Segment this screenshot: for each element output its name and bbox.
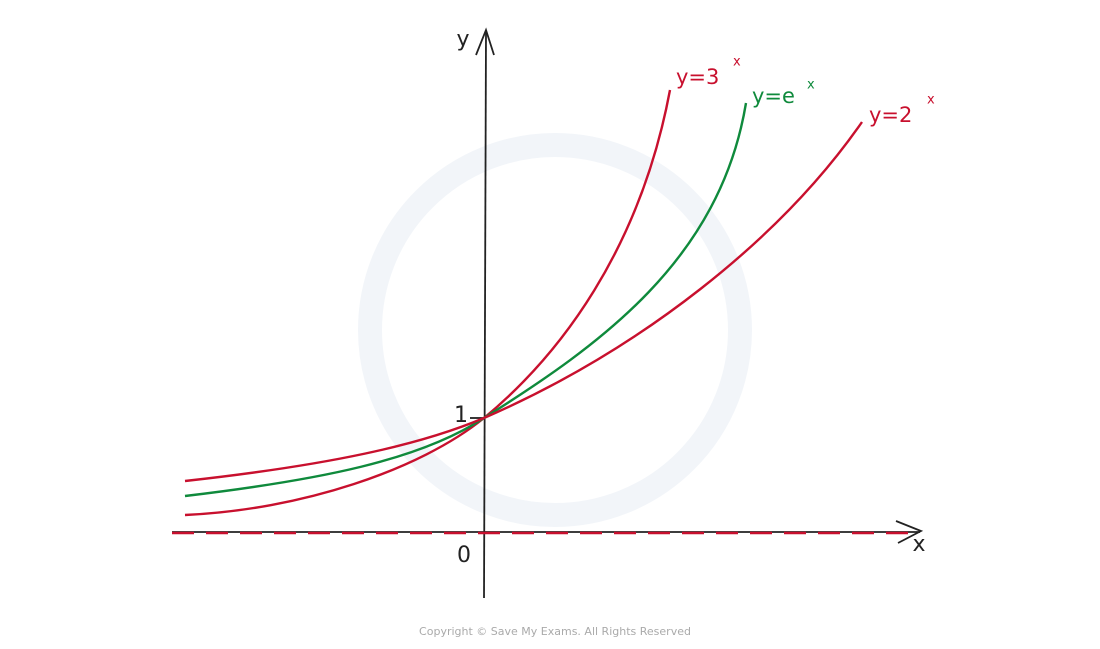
curve-exponent: x: [807, 78, 815, 93]
copyright: Copyright © Save My Exams. All Rights Re…: [419, 625, 691, 638]
y-arrow: [475, 27, 495, 56]
curve-exponent: x: [733, 55, 741, 70]
curve-label: y=2: [869, 103, 912, 127]
origin-label: 0: [457, 543, 471, 568]
curve-label: y=e: [752, 84, 795, 108]
watermark: [358, 133, 752, 527]
y-intercept-label: 1: [454, 403, 468, 428]
x-label: x: [912, 532, 925, 557]
curve-2x: [184, 121, 863, 483]
x-arrow: [895, 520, 924, 544]
curve-ex: [184, 102, 748, 498]
y-label: y: [456, 27, 469, 52]
curve-exponent: x: [927, 93, 935, 108]
curve-label: y=3: [676, 65, 719, 89]
y-axis: [483, 31, 487, 599]
